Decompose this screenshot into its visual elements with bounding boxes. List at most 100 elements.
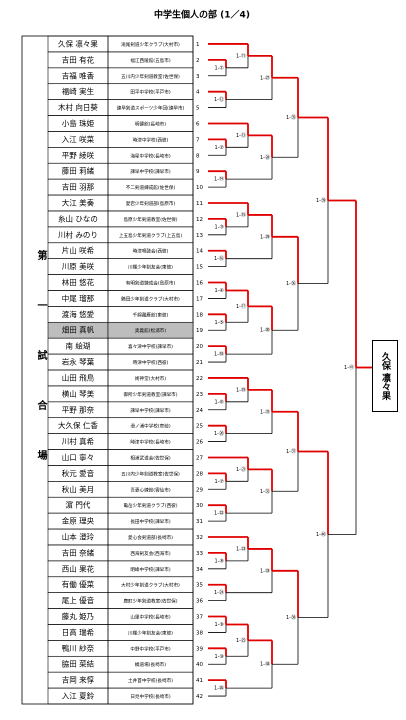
entrant-team: 有明剣道錬成会(島原市) bbox=[126, 280, 176, 287]
entrant-number: 5 bbox=[196, 106, 200, 112]
venue-label: 第一試合場 bbox=[35, 250, 46, 500]
entrant-name: 有働 優菜 bbox=[62, 579, 95, 589]
entrant-name: 吉田 奈緒 bbox=[62, 547, 95, 557]
entrant-name: 岩永 琴葉 bbox=[62, 357, 95, 367]
entrant-team: 明健館(長崎市) bbox=[135, 120, 166, 127]
match-label: 1-⑫ bbox=[214, 96, 224, 103]
entrant-number: 32 bbox=[196, 535, 203, 541]
entrant-number: 34 bbox=[196, 567, 203, 573]
entrant-name: 日高 瑞希 bbox=[62, 627, 95, 637]
entrant-team: 諫早中学校(諫早市) bbox=[130, 407, 171, 414]
entrant-team: 日見中学校(長崎市) bbox=[130, 693, 171, 700]
entrant-team: 土井首中学校(長崎市) bbox=[128, 677, 173, 684]
match-label: 1-⑰ bbox=[236, 303, 246, 310]
entrant-number: 14 bbox=[196, 249, 203, 255]
match-label: 1-① bbox=[215, 65, 225, 71]
entrant-name: 脇田 菜結 bbox=[62, 659, 95, 669]
entrant-team: 滑ノ浦中学校(壱岐) bbox=[130, 423, 171, 430]
entrant-number: 3 bbox=[196, 74, 200, 80]
match-label: 1-㉓ bbox=[236, 545, 246, 552]
entrant-team: 時津中学校(長崎市) bbox=[130, 439, 171, 446]
match-label: 1-⑮ bbox=[236, 211, 246, 218]
entrant-name: 南 絵瑚 bbox=[66, 341, 91, 351]
entrant-name: 横山 琴美 bbox=[62, 388, 95, 398]
entrant-name: 大久保 仁香 bbox=[58, 420, 98, 430]
entrant-name: 川原 美咲 bbox=[62, 261, 95, 271]
match-label: 1-⑳ bbox=[214, 430, 224, 437]
match-label: 1-③ bbox=[215, 224, 224, 230]
entrant-name: 大江 美奏 bbox=[62, 198, 95, 208]
entrant-team: 御所少年剣道教室(諫早市) bbox=[123, 391, 177, 398]
entrant-number: 7 bbox=[196, 137, 200, 143]
entrant-name: 吉田 羽那 bbox=[62, 183, 95, 192]
entrant-team: 鶴田少年剣道クラブ(大村市) bbox=[121, 295, 180, 302]
entrant-number: 20 bbox=[196, 344, 203, 350]
winner-box: 久保 凛々果 bbox=[372, 340, 398, 412]
entrant-name: 林田 悠花 bbox=[62, 277, 95, 287]
match-label: 1-㊳ bbox=[286, 614, 296, 621]
entrant-number: 16 bbox=[196, 281, 203, 287]
entrant-name: 平野 那奈 bbox=[62, 404, 95, 414]
entrant-name: 吉田 有花 bbox=[62, 54, 95, 64]
entrant-number: 39 bbox=[196, 646, 203, 652]
entrant-number: 15 bbox=[196, 265, 203, 271]
entrant-name: 山田 飛鳥 bbox=[62, 372, 95, 382]
entrant-name: 川村 みのり bbox=[58, 229, 98, 239]
entrant-team: 時津鳴鼓会(西彼) bbox=[133, 248, 169, 255]
entrant-number: 19 bbox=[196, 328, 203, 334]
entrant-team: 時津中学校(西彼) bbox=[133, 136, 169, 143]
match-label: 1-㉙ bbox=[260, 233, 270, 240]
entrant-number: 35 bbox=[196, 583, 203, 589]
entrant-team: 吾妻心練館(雲仙市) bbox=[130, 486, 171, 493]
entrant-team: 山里中学校(長崎市) bbox=[130, 614, 171, 621]
entrant-name: 入江 咲菜 bbox=[62, 134, 95, 144]
entrant-name: 西山 果花 bbox=[62, 563, 95, 573]
entrant-number: 28 bbox=[196, 471, 203, 477]
entrant-team: 川棚少年剣友会(東彼) bbox=[128, 629, 173, 636]
match-label: 1-㉗ bbox=[260, 74, 270, 81]
entrant-name: 片山 咲希 bbox=[62, 245, 95, 255]
entrant-name: 中尾 瑠那 bbox=[62, 293, 95, 303]
entrant-name: 藤田 莉緒 bbox=[62, 166, 95, 176]
entrant-team: 喜々津中学校(諫早市) bbox=[128, 343, 173, 350]
entrant-name: 秋元 愛音 bbox=[62, 468, 95, 478]
entrant-team: 福江西陵館(五島市) bbox=[130, 57, 171, 64]
entrant-team: 滝尾剣道少年クラブ(大村市) bbox=[121, 41, 180, 48]
entrant-team: 諫早剣道スポーツ少年団(諫早市) bbox=[117, 105, 185, 112]
match-label: 1-⑧ bbox=[215, 558, 225, 564]
match-label: 1-㉝ bbox=[260, 567, 270, 574]
entrant-number: 31 bbox=[196, 519, 203, 525]
match-label: 1-⑪ bbox=[236, 52, 246, 59]
entrant-team: 西海剣友会(西海市) bbox=[130, 550, 171, 557]
team-cell bbox=[107, 687, 194, 705]
match-label: 1-㉖ bbox=[214, 685, 224, 692]
entrant-number: 21 bbox=[196, 360, 203, 366]
entrant-name: 濵 門代 bbox=[66, 500, 91, 510]
entrant-number: 22 bbox=[196, 376, 203, 382]
entrant-number: 26 bbox=[196, 440, 203, 446]
entrant-name: 川村 真希 bbox=[62, 436, 95, 446]
entrant-team: 明峰中学校(諫早市) bbox=[130, 566, 171, 573]
entrant-name: 吉岡 来惇 bbox=[62, 675, 95, 685]
match-label: 1-⑲ bbox=[236, 386, 246, 393]
entrant-name: 秋山 美月 bbox=[62, 484, 94, 494]
match-label: 1-㉑ bbox=[236, 466, 246, 473]
entrant-number: 23 bbox=[196, 392, 203, 398]
entrant-name: 吉福 唯香 bbox=[62, 70, 95, 80]
entrant-number: 6 bbox=[196, 121, 200, 127]
match-label: 1-⑬ bbox=[236, 132, 246, 139]
entrant-name: 平野 綾咲 bbox=[62, 150, 95, 160]
match-label: 1-㉚ bbox=[260, 327, 270, 334]
entrant-number: 29 bbox=[196, 487, 203, 493]
match-label: 1-② bbox=[215, 145, 225, 151]
match-label: 1-㊲ bbox=[286, 448, 296, 455]
entrant-name: 福崎 実生 bbox=[62, 86, 95, 96]
match-label: 1-⑯ bbox=[214, 255, 224, 262]
match-label: 1-㉒ bbox=[214, 510, 224, 517]
entrant-team: 不二剣道練成館(佐世保) bbox=[126, 184, 176, 191]
entrant-team: 島原少年剣道教室(佐世保) bbox=[123, 216, 177, 223]
entrant-number: 40 bbox=[196, 662, 203, 668]
entrant-team: 長田中学校(諫早市) bbox=[130, 518, 171, 525]
match-label: 1-㉛ bbox=[260, 408, 270, 415]
